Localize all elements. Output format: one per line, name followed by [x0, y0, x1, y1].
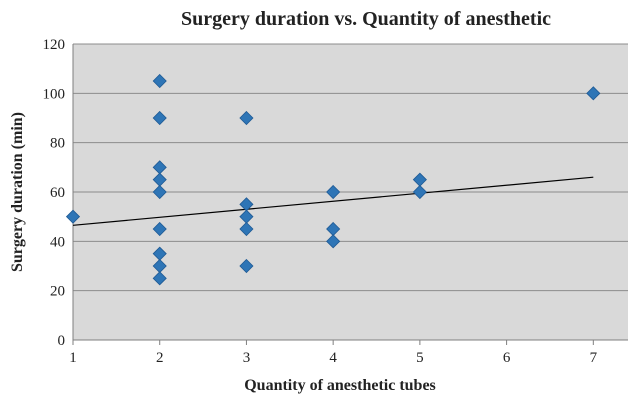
data-point	[152, 221, 167, 237]
data-point	[239, 110, 254, 126]
x-tick-label: 1	[69, 350, 77, 366]
y-tick-label: 60	[50, 185, 65, 201]
y-axis-label: Surgery duration (min)	[9, 112, 26, 272]
data-point	[412, 184, 427, 200]
y-tick-label: 40	[50, 234, 65, 250]
data-point	[152, 184, 167, 200]
trendline-group	[72, 176, 594, 226]
x-tick-label: 3	[243, 350, 251, 366]
x-tick-label: 6	[503, 350, 511, 366]
data-point	[152, 110, 167, 126]
y-tick-label: 0	[58, 333, 66, 349]
tick-labels: 0 20 40 60 80 100 120 1 2 3 4 5 6 7	[43, 37, 598, 366]
x-tick-label: 4	[329, 350, 337, 366]
chart-title: Surgery duration vs. Quantity of anesthe…	[181, 8, 551, 30]
data-point	[152, 271, 167, 286]
y-tick-label: 20	[50, 284, 65, 300]
data-points	[65, 73, 601, 286]
data-point	[326, 184, 341, 200]
trendline	[72, 176, 594, 226]
x-tick-label: 2	[156, 350, 164, 366]
x-tick-label: 5	[416, 350, 424, 366]
data-point	[586, 86, 601, 101]
x-axis-label: Quantity of anesthetic tubes	[244, 377, 436, 394]
data-point	[239, 221, 254, 237]
y-tick-label: 120	[43, 37, 66, 53]
data-point	[152, 73, 167, 89]
data-point	[239, 258, 254, 274]
data-point	[326, 234, 341, 249]
y-tick-label: 80	[50, 136, 65, 152]
x-tick-label: 7	[590, 350, 598, 366]
y-tick-label: 100	[43, 86, 66, 102]
axes	[72, 44, 628, 345]
data-point	[65, 209, 81, 224]
